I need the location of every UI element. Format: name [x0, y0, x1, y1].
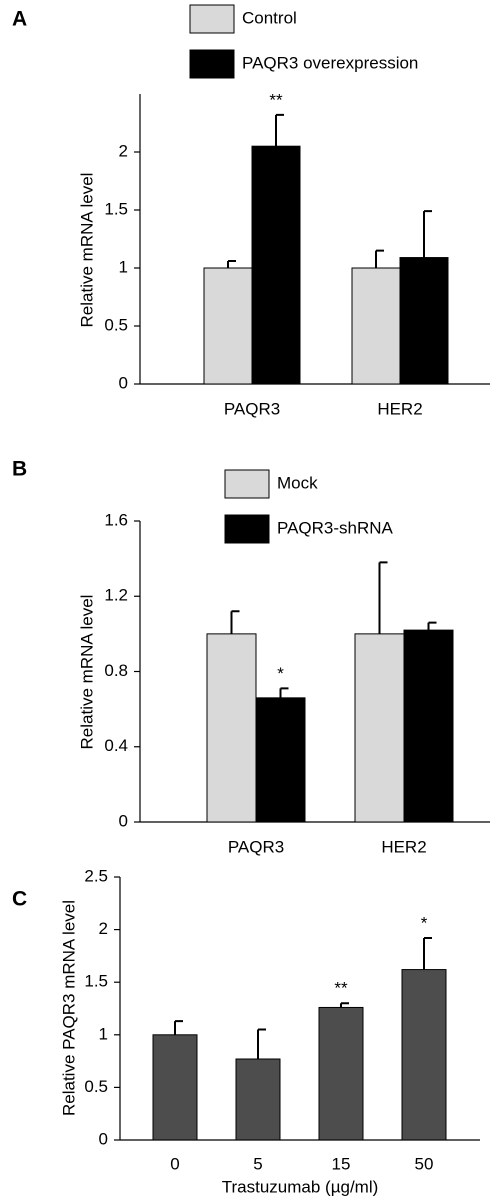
y-axis-label: Relative PAQR3 mRNA level — [59, 900, 78, 1116]
y-tick-label: 2 — [99, 919, 108, 938]
legend-label: PAQR3-shRNA — [277, 518, 394, 537]
error-bar — [340, 1002, 349, 1008]
y-tick-label: 0.5 — [104, 315, 128, 334]
y-tick-label: 1.5 — [104, 199, 128, 218]
x-tick-label: 15 — [332, 1154, 351, 1173]
bar — [399, 257, 449, 385]
y-tick-label: 1.5 — [84, 972, 108, 991]
panel-letter: A — [12, 8, 27, 31]
error-bar — [174, 1020, 183, 1035]
y-tick-label: 0 — [119, 373, 128, 392]
y-tick-label: 0 — [99, 1129, 108, 1148]
y-axis-label: Relative mRNA level — [77, 173, 96, 328]
y-tick-label: 0 — [119, 811, 128, 830]
bar — [152, 1034, 198, 1141]
legend-label: PAQR3 overexpression — [242, 53, 418, 72]
y-tick-label: 0.8 — [104, 661, 128, 680]
error-bar — [230, 610, 240, 634]
legend-label: Control — [242, 8, 297, 27]
bar — [251, 145, 301, 385]
bar — [354, 633, 405, 823]
error-bar — [423, 210, 432, 258]
x-tick-label: HER2 — [377, 399, 422, 418]
error-bar — [275, 113, 284, 147]
significance-label: ** — [269, 90, 283, 109]
x-axis-label: Trastuzumab (µg/ml) — [222, 1177, 379, 1196]
y-tick-label: 1 — [119, 257, 128, 276]
bar — [203, 267, 253, 385]
significance-label: ** — [334, 979, 348, 998]
y-tick-label: 1.2 — [104, 586, 128, 605]
panel-letter: B — [12, 458, 27, 481]
x-tick-label: 0 — [170, 1154, 179, 1173]
y-tick-label: 1 — [99, 1024, 108, 1043]
legend-swatch — [224, 514, 270, 544]
y-tick-label: 2 — [119, 141, 128, 160]
x-tick-label: 5 — [253, 1154, 262, 1173]
bar — [403, 629, 454, 823]
legend-swatch — [189, 49, 235, 79]
bar — [351, 267, 401, 385]
y-axis-label: Relative mRNA level — [77, 595, 96, 750]
legend-label: Mock — [277, 473, 318, 492]
bar — [235, 1058, 281, 1141]
x-tick-label: HER2 — [381, 837, 426, 856]
error-bar — [427, 621, 437, 631]
y-tick-label: 0.5 — [84, 1077, 108, 1096]
bar — [401, 969, 447, 1141]
legend-swatch — [189, 4, 235, 34]
y-tick-label: 1.6 — [104, 510, 128, 529]
legend-swatch — [224, 469, 270, 499]
panel-letter: C — [12, 888, 27, 911]
error-bar — [378, 561, 388, 634]
error-bar — [375, 249, 384, 268]
x-tick-label: 50 — [415, 1154, 434, 1173]
y-tick-label: 0.4 — [104, 736, 128, 755]
x-tick-label: PAQR3 — [224, 399, 280, 418]
error-bar — [423, 937, 432, 970]
x-tick-label: PAQR3 — [228, 837, 284, 856]
bar — [255, 697, 306, 823]
error-bar — [257, 1028, 266, 1059]
bar — [318, 1006, 364, 1141]
error-bar — [279, 687, 289, 698]
bar — [206, 633, 257, 823]
significance-label: * — [277, 664, 284, 683]
significance-label: * — [421, 914, 428, 933]
error-bar — [227, 260, 236, 268]
y-tick-label: 2.5 — [84, 866, 108, 885]
